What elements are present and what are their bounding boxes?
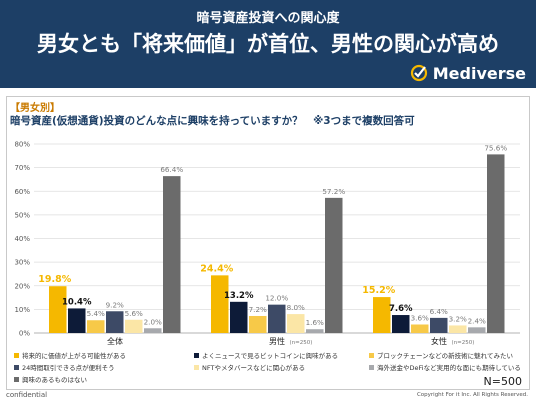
bar <box>392 315 410 333</box>
bar <box>68 308 86 333</box>
y-tick-label: 30% <box>14 259 30 267</box>
data-label: 57.2% <box>322 187 345 196</box>
bar <box>411 324 429 333</box>
legend-label: よくニュースで見るビットコインに興味がある <box>202 352 339 360</box>
header-banner: 暗号資産投資への関心度 男女とも「将来価値」が首位、男性の関心が高め Mediv… <box>0 0 536 88</box>
data-label: 8.0% <box>287 303 305 312</box>
survey-question: 暗号資産(仮想通貨)投資のどんな点に興味を持っていますか？ ※3つまで複数回答可 <box>10 115 415 127</box>
bar <box>125 319 143 333</box>
data-label: 13.2% <box>224 291 254 301</box>
bar <box>449 325 467 333</box>
data-label: 1.6% <box>306 318 324 327</box>
bar <box>144 328 162 333</box>
data-label: 3.6% <box>411 313 429 322</box>
legend-swatch <box>194 352 199 358</box>
data-label: 24.4% <box>200 263 233 274</box>
legend-swatch <box>194 364 199 370</box>
data-label: 3.2% <box>449 314 467 323</box>
y-tick-label: 20% <box>14 282 30 290</box>
bar <box>106 311 124 333</box>
bar <box>163 176 181 333</box>
bar <box>230 301 248 333</box>
header-subtitle: 暗号資産投資への関心度 <box>196 11 340 26</box>
brand-name: Mediverse <box>432 63 526 83</box>
bar <box>49 286 67 333</box>
legend-item: NFTやメタバースなどに関心がある <box>194 362 305 372</box>
bar <box>373 297 391 333</box>
data-label: 66.4% <box>160 165 183 174</box>
x-category-label: 全体 <box>107 336 123 346</box>
data-label: 75.6% <box>484 143 507 152</box>
legend-swatch <box>14 376 19 382</box>
y-tick-label: 0% <box>19 330 30 338</box>
copyright-text: Copyright For it Inc. All Rights Reserve… <box>416 392 528 398</box>
legend-label: 24時間取引できる点が便利そう <box>22 364 115 372</box>
bar <box>306 329 324 333</box>
legend-item: 海外送金やDeFiなど実用的な面にも期待している <box>369 362 521 372</box>
y-tick-label: 40% <box>14 235 30 243</box>
legend-item: 興味のあるものはない <box>14 374 87 384</box>
y-tick-label: 50% <box>14 211 30 219</box>
brand-logo: Mediverse <box>410 63 526 83</box>
x-category-label: 男性 <box>269 336 285 346</box>
sample-size: N=500 <box>483 375 522 388</box>
bar <box>487 154 505 333</box>
legend-swatch <box>14 352 19 358</box>
header-title: 男女とも「将来価値」が首位、男性の関心が高め <box>37 32 499 56</box>
chart-legend: 将来的に価値が上がる可能性がある よくニュースで見るビットコインに興味がある ブロッ… <box>14 350 524 390</box>
bar <box>430 317 448 333</box>
data-label: 2.4% <box>468 316 486 325</box>
data-label: 19.8% <box>38 274 71 285</box>
legend-label: ブロックチェーンなどの新技術に魅れてみたい <box>377 352 513 360</box>
category-note: (n=250) <box>452 340 475 346</box>
confidential-label: confidential <box>6 391 48 399</box>
legend-item: よくニュースで見るビットコインに興味がある <box>194 350 338 360</box>
bar <box>87 320 105 333</box>
bar <box>287 314 305 333</box>
legend-label: 興味のあるものはない <box>22 376 87 384</box>
category-note: (n=250) <box>290 340 313 346</box>
data-label: 2.0% <box>144 317 162 326</box>
data-label: 10.4% <box>62 297 92 307</box>
data-label: 9.2% <box>106 300 124 309</box>
data-label: 15.2% <box>362 285 395 296</box>
section-label: 【男女別】 <box>10 103 60 114</box>
data-label: 5.6% <box>125 309 143 318</box>
bar <box>268 304 286 333</box>
y-tick-label: 60% <box>14 188 30 196</box>
bar <box>249 315 267 333</box>
bar <box>468 327 486 333</box>
legend-label: 海外送金やDeFiなど実用的な面にも期待している <box>377 364 521 372</box>
data-label: 12.0% <box>265 294 288 303</box>
mediverse-logo-icon <box>410 64 427 82</box>
legend-label: NFTやメタバースなどに関心がある <box>202 364 306 372</box>
legend-item: 将来的に価値が上がる可能性がある <box>14 350 126 360</box>
data-label: 5.4% <box>87 309 105 318</box>
y-tick-label: 80% <box>14 141 30 149</box>
x-category-label: 女性 <box>431 336 447 346</box>
y-tick-label: 70% <box>14 164 30 172</box>
data-label: 7.2% <box>249 305 267 314</box>
legend-swatch <box>369 364 374 370</box>
legend-item: ブロックチェーンなどの新技術に魅れてみたい <box>369 350 513 360</box>
bar <box>325 197 343 333</box>
legend-swatch <box>14 364 19 370</box>
bar <box>211 275 229 333</box>
y-tick-label: 10% <box>14 306 30 314</box>
legend-item: 24時間取引できる点が便利そう <box>14 362 115 372</box>
chart-panel <box>6 96 530 390</box>
legend-swatch <box>369 352 374 358</box>
data-label: 6.4% <box>430 307 448 316</box>
legend-label: 将来的に価値が上がる可能性がある <box>22 352 126 360</box>
data-label: 7.6% <box>389 304 413 314</box>
